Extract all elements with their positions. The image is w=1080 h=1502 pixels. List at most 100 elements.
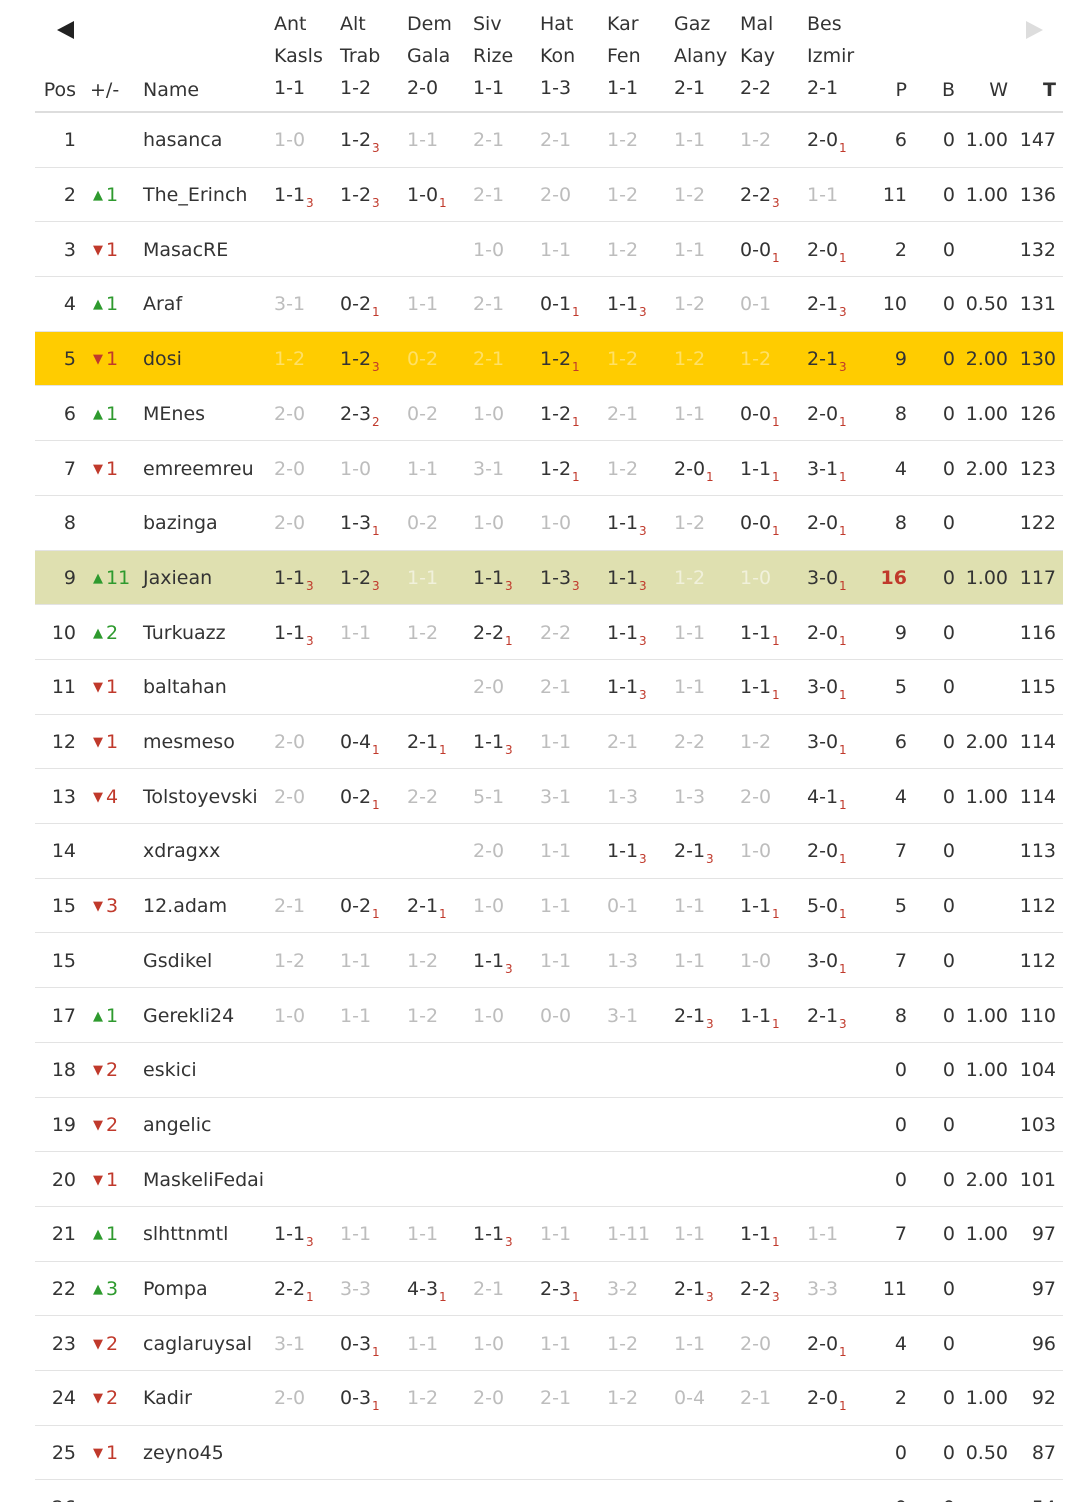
prediction: 1-13 (274, 566, 314, 593)
prediction-score: 2-1 (407, 731, 439, 754)
prediction-score: 2-2 (407, 785, 439, 808)
weight: 1.00 (965, 1387, 1008, 1410)
prediction-score: 2-0 (807, 129, 839, 152)
prediction-points: 3 (639, 578, 647, 593)
prediction-score: 1-0 (340, 457, 372, 480)
prediction: 1-1 (674, 894, 705, 918)
position: 10 (51, 621, 76, 644)
prediction: 1-1 (540, 949, 571, 973)
change-arrow: ▼ (93, 1063, 103, 1079)
prediction-score: 3-3 (807, 1278, 839, 1301)
match-score: 2-1 (674, 77, 706, 99)
prediction-score: 1-1 (740, 621, 772, 644)
position: 12 (51, 731, 76, 754)
prediction-score: 2-1 (674, 1004, 706, 1027)
prediction-score: 1-2 (674, 348, 706, 371)
player-name: angelic (143, 1113, 212, 1136)
rank-change: ▼ 2 (93, 1113, 118, 1140)
match-away: Trab (340, 45, 381, 67)
prediction-points: 1 (772, 633, 780, 648)
prediction-points: 3 (706, 1290, 714, 1305)
rank-change: ▼ 1 (93, 238, 118, 265)
prediction-score: 1-0 (473, 895, 505, 918)
prediction-score: 1-1 (674, 895, 706, 918)
prediction-score: 3-1 (473, 457, 505, 480)
prediction: 0-4 (674, 1386, 705, 1410)
prediction-score: 1-1 (740, 1004, 772, 1027)
prediction-score: 2-0 (740, 785, 772, 808)
position: 6 (63, 402, 76, 425)
prediction-score: 2-0 (540, 184, 572, 207)
total: 123 (1019, 457, 1056, 480)
position: 13 (51, 785, 76, 808)
prediction-score: 1-1 (674, 949, 706, 972)
prediction: 3-1 (473, 457, 504, 481)
change-amount: 1 (106, 293, 119, 316)
next-arrow[interactable] (1024, 20, 1044, 40)
prediction: 1-1 (674, 949, 705, 973)
total: 130 (1019, 348, 1056, 371)
position: 24 (51, 1387, 76, 1410)
match-home: Kar (607, 13, 639, 35)
prediction-score: 1-0 (540, 512, 572, 535)
prediction-points: 1 (439, 743, 447, 758)
prediction: 0-1 (607, 894, 638, 918)
bonus: 0 (942, 1278, 955, 1301)
prediction: 2-1 (607, 730, 638, 754)
position: 15 (51, 895, 76, 918)
rank-change: ▲ 1 (93, 183, 118, 210)
player-name: Gsdikel (143, 949, 213, 972)
prediction: 1-2 (407, 1386, 438, 1410)
match-home: Mal (740, 13, 774, 35)
prediction: 0-21 (340, 292, 380, 319)
prediction: 0-0 (540, 1004, 571, 1028)
prediction-score: 1-0 (473, 1332, 505, 1355)
match-score: 2-1 (807, 77, 839, 99)
prediction: 3-01 (807, 730, 847, 757)
match-away: Gala (407, 45, 451, 67)
position: 14 (51, 840, 76, 863)
table-row (35, 934, 1063, 989)
table-row (35, 660, 1063, 715)
table-row (35, 1207, 1063, 1262)
prediction-score: 2-1 (540, 676, 572, 699)
prediction-score: 1-2 (340, 566, 372, 589)
prediction: 1-0 (340, 457, 371, 481)
prediction: 2-01 (807, 511, 847, 538)
match-home: Gaz (674, 13, 711, 35)
match-away: Rize (473, 45, 514, 67)
bonus: 0 (942, 129, 955, 152)
bonus: 0 (942, 457, 955, 480)
prediction-score: 1-2 (607, 184, 639, 207)
prediction-score: 0-4 (340, 731, 372, 754)
match-score: 2-2 (740, 77, 772, 99)
prediction: 1-1 (540, 1332, 571, 1356)
prediction: 1-23 (340, 566, 380, 593)
prediction: 0-11 (540, 292, 580, 319)
change-arrow: ▲ (93, 1227, 103, 1243)
total: 113 (1019, 840, 1056, 863)
match-home: Ant (274, 13, 307, 35)
prediction: 1-0 (740, 839, 771, 863)
prediction: 0-2 (407, 402, 438, 426)
prediction-score: 1-0 (407, 184, 439, 207)
change-amount: 2 (106, 1113, 119, 1136)
prediction: 1-0 (473, 511, 504, 535)
prediction: 2-13 (807, 1004, 847, 1031)
prediction-score: 1-1 (407, 1332, 439, 1355)
prediction-score: 1-2 (407, 621, 439, 644)
prediction-score: 2-0 (807, 512, 839, 535)
prediction: 2-01 (807, 238, 847, 265)
prediction: 1-1 (807, 183, 838, 207)
prediction-points: 1 (839, 1399, 847, 1414)
table-row (35, 715, 1063, 770)
prev-arrow[interactable] (56, 20, 76, 40)
prediction-score: 1-1 (607, 566, 639, 589)
prediction-score: 4-3 (407, 1278, 439, 1301)
table-row (35, 550, 1063, 606)
prediction-score: 1-0 (740, 949, 772, 972)
prediction-score: 2-2 (274, 1278, 306, 1301)
points: 4 (894, 1332, 907, 1355)
bonus: 0 (942, 1332, 955, 1355)
